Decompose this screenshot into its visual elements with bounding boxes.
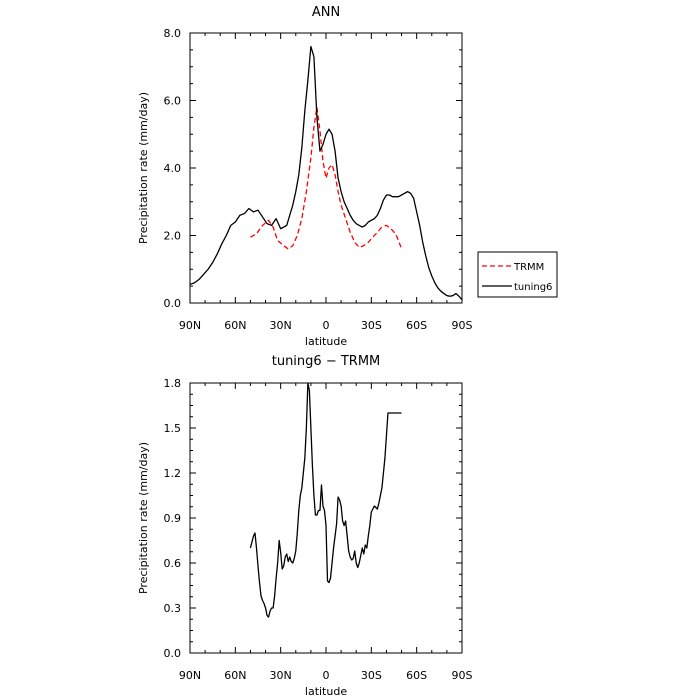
bottom-plot-frame <box>189 382 463 654</box>
bottom-y-tick-label: 1.5 <box>164 422 182 435</box>
top-plot-frame <box>189 32 463 304</box>
legend-label-tuning6: tuning6 <box>514 282 552 293</box>
legend-box <box>477 251 558 298</box>
top-x-tick-label: 60N <box>224 319 246 332</box>
top-x-tick-label: 90N <box>179 319 201 332</box>
top-x-axis-label: latitude <box>305 335 347 348</box>
bottom-y-tick-label: 0.3 <box>164 602 182 615</box>
legend-label-trmm: TRMM <box>513 262 544 273</box>
bottom-x-axis-label: latitude <box>305 685 347 698</box>
bottom-y-tick-label: 0.0 <box>164 647 182 660</box>
bottom-y-tick-label: 1.2 <box>164 467 182 480</box>
top-x-tick-label: 30S <box>361 319 382 332</box>
legend: TRMM tuning6 <box>477 251 558 298</box>
bottom-y-tick-label: 0.6 <box>164 557 182 570</box>
top-y-tick-label: 0.0 <box>164 297 182 310</box>
bottom-y-tick-label: 0.9 <box>164 512 182 525</box>
top-series-trmm-line <box>250 106 403 250</box>
top-x-tick-label: 30N <box>270 319 292 332</box>
bottom-panel-title: tuning6 − TRMM <box>272 354 381 369</box>
top-x-tick-label: 60S <box>406 319 427 332</box>
top-series-tuning6-line <box>189 45 463 301</box>
bottom-x-tick-label: 60N <box>224 669 246 682</box>
top-y-tick-label: 2.0 <box>164 230 182 243</box>
bottom-panel: tuning6 − TRMM 90N 60N 30N 0 30S 60S 90S 0.0 0.3… <box>137 354 473 698</box>
top-y-tick-label: 6.0 <box>164 95 182 108</box>
bottom-x-tick-label: 90S <box>452 669 473 682</box>
bottom-x-tick-label: 90N <box>179 669 201 682</box>
bottom-series-difference-line <box>249 382 402 618</box>
top-x-tick-label: 0 <box>323 319 330 332</box>
top-y-tick-label: 4.0 <box>164 162 182 175</box>
top-y-axis-label: Precipitation rate (mm/day) <box>137 92 150 244</box>
top-panel: ANN 90N 60N 30N 0 30S 60S 90S 0.0 2.0 4.0 6.0 8.0 l… <box>137 5 558 348</box>
top-x-tick-label: 90S <box>452 319 473 332</box>
top-panel-title: ANN <box>312 5 340 20</box>
bottom-x-tick-label: 0 <box>323 669 330 682</box>
bottom-y-axis-label: Precipitation rate (mm/day) <box>137 442 150 594</box>
top-y-tick-label: 8.0 <box>164 27 182 40</box>
bottom-y-tick-label: 1.8 <box>164 377 182 390</box>
bottom-x-tick-label: 30S <box>361 669 382 682</box>
bottom-x-tick-label: 30N <box>270 669 292 682</box>
bottom-x-tick-label: 60S <box>406 669 427 682</box>
